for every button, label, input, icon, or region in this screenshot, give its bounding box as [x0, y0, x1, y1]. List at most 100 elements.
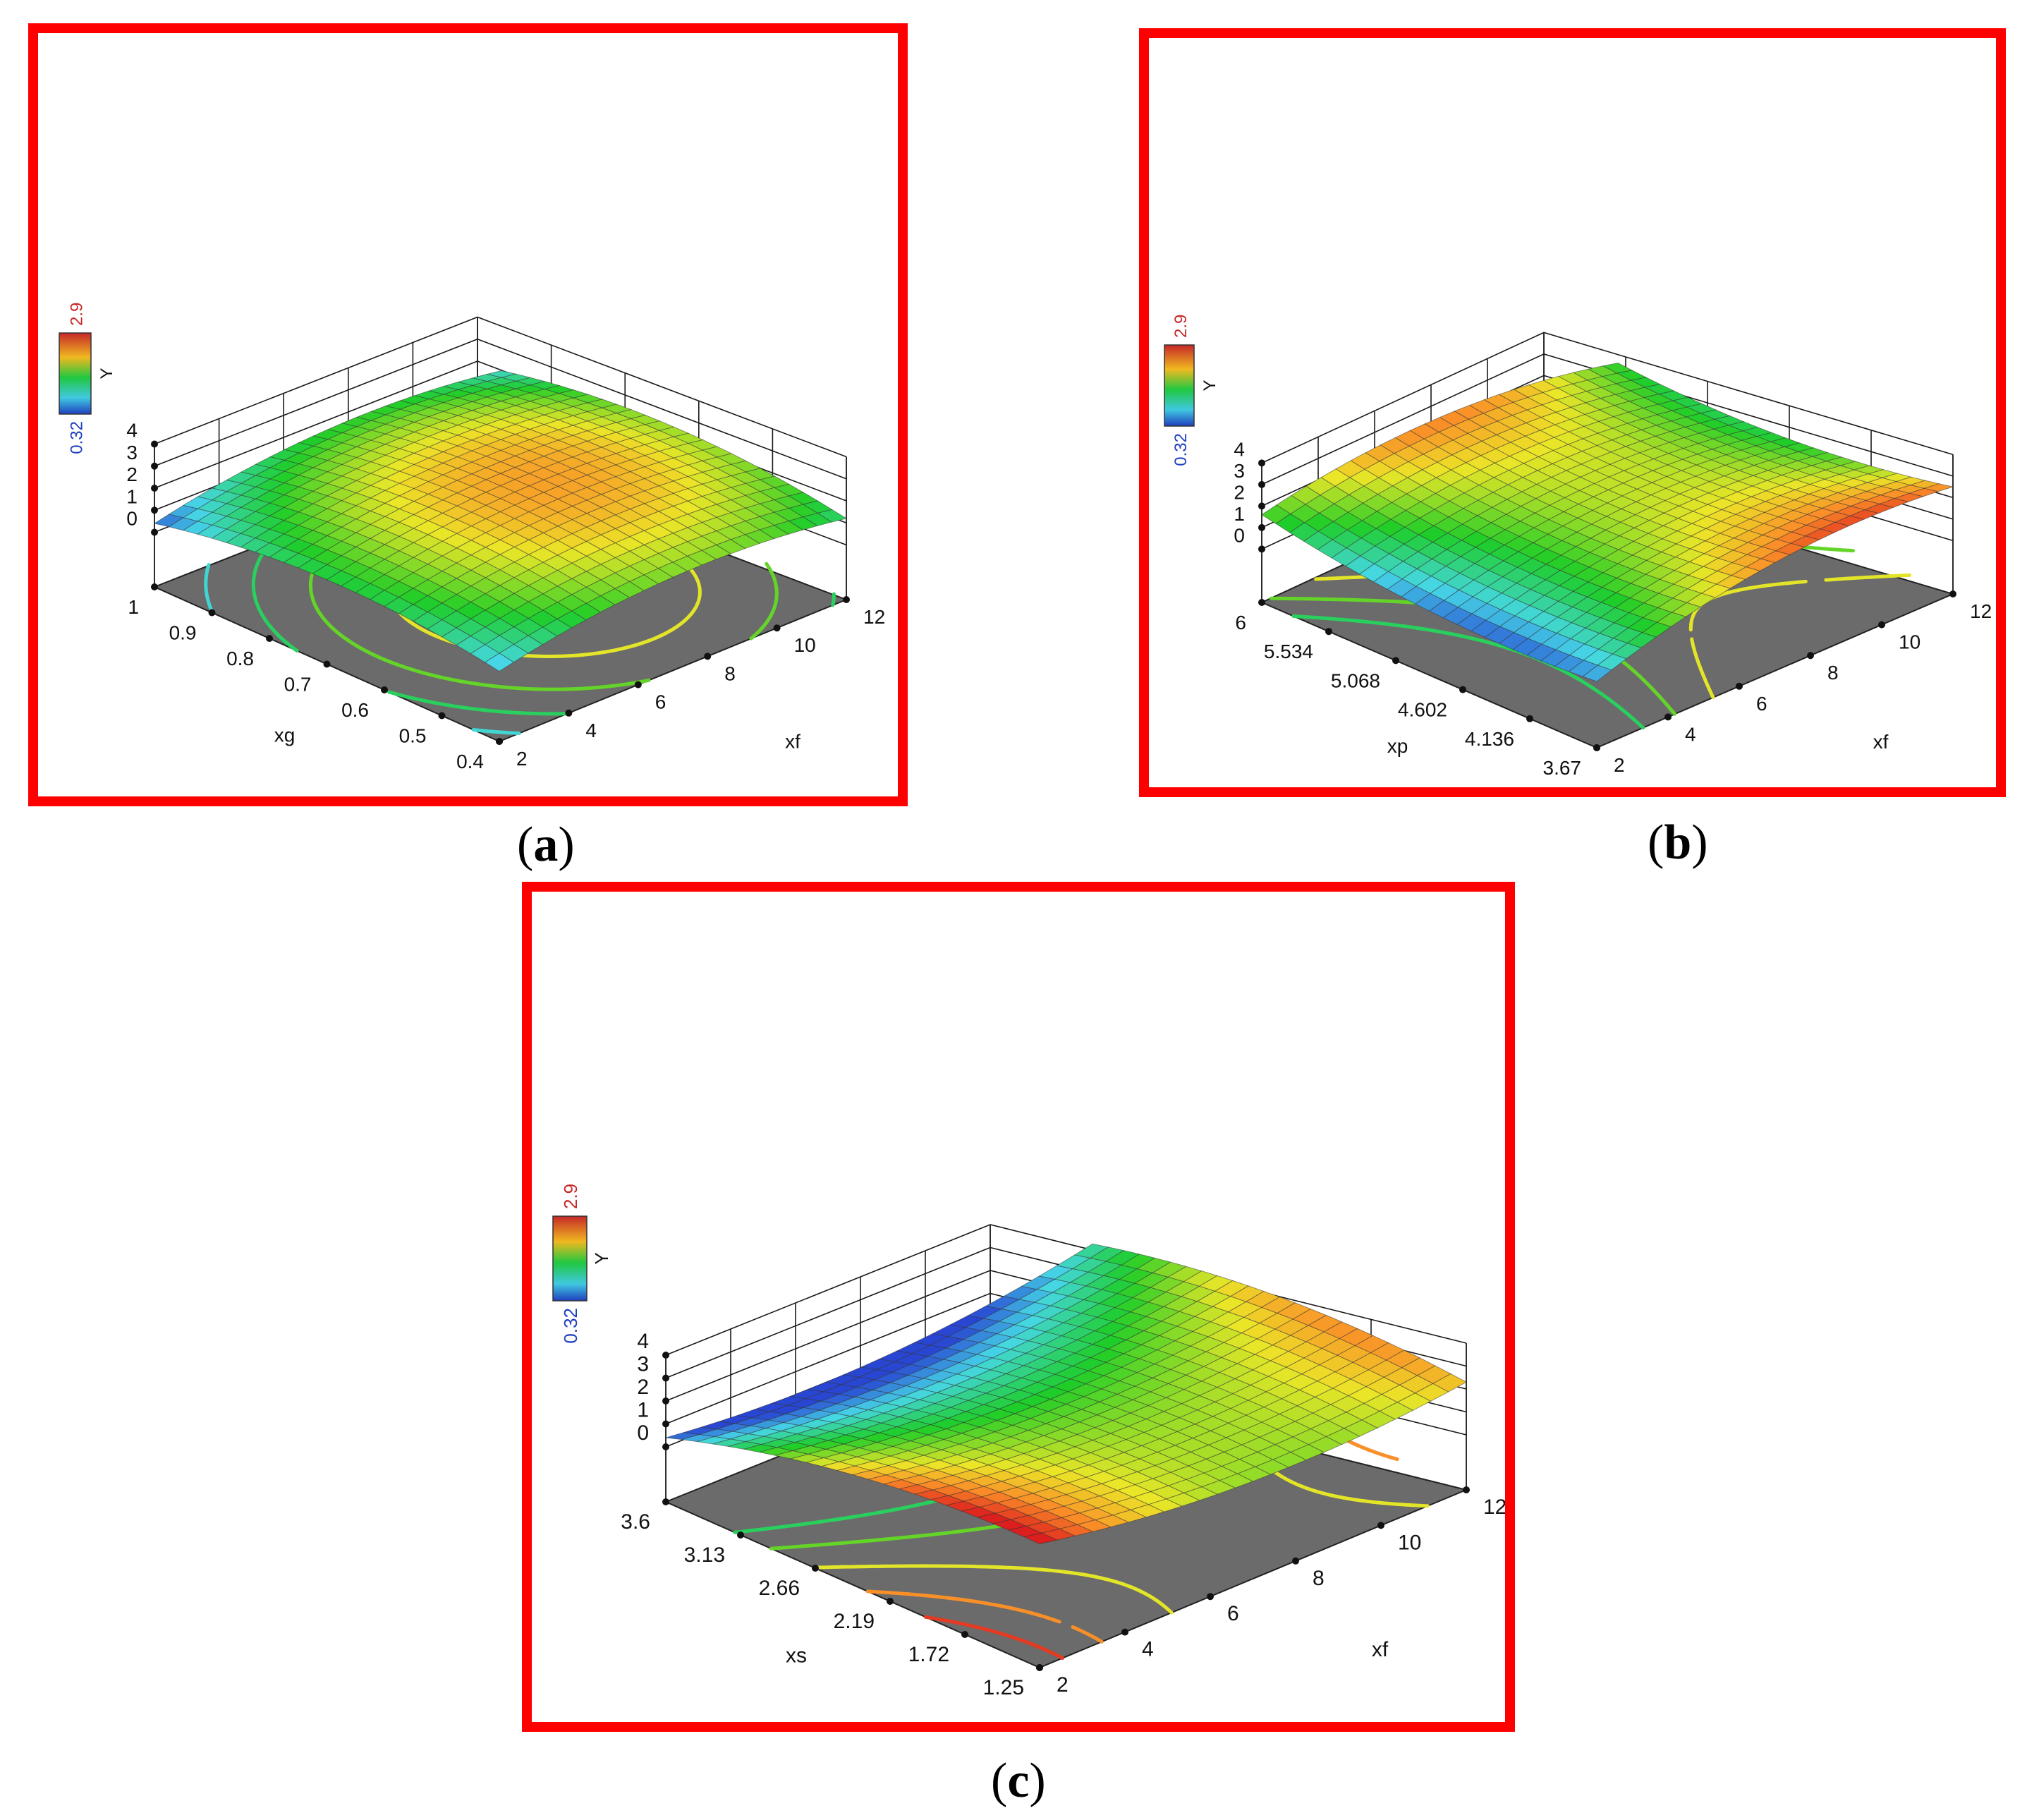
second-tick-mark: [323, 660, 331, 668]
xf-tick-mark: [1878, 621, 1885, 629]
colorbar-min-label: 0.32: [68, 421, 87, 454]
second-tick-label: 1: [128, 596, 139, 618]
colorbar-title: Y: [1200, 380, 1219, 391]
xf-tick-mark: [1377, 1522, 1384, 1529]
colorbar: 2.9 0.32 Y: [1164, 315, 1219, 466]
second-tick-label: 2.66: [759, 1577, 800, 1600]
second-tick-label: 1.25: [983, 1676, 1024, 1699]
xf-tick-label: 8: [724, 662, 736, 684]
z-tick-mark: [151, 528, 158, 536]
second-tick-label: 0.5: [399, 725, 427, 747]
xf-tick-label: 8: [1313, 1567, 1325, 1590]
colorbar-gradient: [59, 332, 92, 415]
second-tick-label: 2.19: [834, 1610, 875, 1633]
surface: [153, 370, 848, 672]
xf-tick-mark: [1292, 1557, 1299, 1565]
z-tick-label: 0: [637, 1421, 649, 1445]
colorbar-title: Y: [97, 368, 116, 379]
xf-tick-label: 12: [863, 606, 885, 628]
second-axis-label: xg: [274, 724, 296, 746]
xf-tick-mark: [843, 596, 850, 603]
z-tick-label: 3: [126, 442, 138, 463]
xf-tick-label: 2: [516, 748, 528, 770]
second-tick-mark: [961, 1631, 968, 1638]
second-tick-label: 3.13: [684, 1543, 725, 1567]
surface-cell: [1602, 363, 1633, 374]
second-tick-mark: [1526, 715, 1533, 722]
z-tick-label: 3: [1234, 460, 1245, 482]
second-tick-label: 0.9: [169, 622, 197, 644]
second-tick-label: 6: [1235, 612, 1246, 633]
z-tick-mark: [1258, 545, 1265, 553]
second-tick-mark: [1325, 628, 1332, 636]
colorbar: 2.9 0.32 Y: [552, 1184, 612, 1344]
z-tick-mark: [151, 506, 158, 514]
z-tick-mark: [1258, 523, 1265, 531]
z-tick-label: 1: [1234, 503, 1245, 525]
chart-panel-a: 0 1 2 3 4 1 0.9 0.8 0.7 0.6 0.5 0.4 2 4 6 8 10 12 xg xf 2.9 0…: [28, 23, 908, 806]
xf-tick-mark: [496, 738, 503, 745]
caption-b: (b): [1648, 815, 1708, 870]
z-tick-mark: [1258, 480, 1265, 488]
colorbar-max-label: 2.9: [1171, 315, 1191, 338]
z-tick-label: 0: [1234, 524, 1245, 546]
second-tick-mark: [1459, 686, 1466, 693]
second-tick-mark: [151, 583, 158, 590]
xf-tick-label: 8: [1827, 662, 1839, 684]
z-tick-mark: [1258, 459, 1265, 467]
second-tick-label: 1.72: [908, 1643, 949, 1666]
xf-tick-label: 4: [1685, 723, 1696, 745]
colorbar-title: Y: [591, 1252, 612, 1264]
z-tick-label: 2: [637, 1376, 649, 1399]
second-tick-mark: [812, 1565, 819, 1572]
second-tick-label: 4.602: [1398, 699, 1447, 721]
second-tick-mark: [662, 1498, 669, 1505]
caption-a: (a): [517, 818, 575, 872]
surface-cell: [487, 370, 516, 378]
xf-axis-label: xf: [1372, 1638, 1389, 1661]
second-tick-mark: [1392, 657, 1399, 665]
xf-tick-label: 6: [655, 691, 666, 713]
caption-letter-c: c: [1007, 1754, 1030, 1808]
xf-tick-label: 10: [1398, 1531, 1421, 1554]
xf-tick-label: 12: [1970, 600, 1992, 622]
second-axis-label: xs: [786, 1644, 807, 1668]
z-tick-mark: [662, 1352, 669, 1359]
second-tick-mark: [887, 1598, 894, 1605]
xf-tick-label: 6: [1227, 1602, 1239, 1625]
second-tick-label: 5.534: [1264, 641, 1313, 662]
second-tick-mark: [208, 609, 216, 617]
z-tick-mark: [662, 1443, 669, 1450]
caption-letter-a: a: [533, 818, 559, 872]
colorbar-max-label: 2.9: [560, 1184, 581, 1209]
second-tick-mark: [1258, 599, 1265, 606]
z-tick-label: 2: [126, 463, 138, 485]
xf-tick-mark: [1207, 1593, 1214, 1601]
surface-cell: [1073, 1243, 1109, 1258]
z-tick-label: 2: [1234, 481, 1245, 503]
second-tick-label: 0.4: [456, 751, 484, 772]
z-tick-mark: [151, 485, 158, 492]
z-tick-mark: [1258, 502, 1265, 510]
colorbar: 2.9 0.32 Y: [59, 303, 116, 454]
xf-tick-mark: [1664, 713, 1672, 721]
second-tick-mark: [438, 712, 446, 720]
second-tick-mark: [381, 686, 388, 693]
xf-tick-label: 6: [1756, 693, 1767, 715]
xf-tick-mark: [773, 624, 781, 632]
xf-tick-mark: [565, 709, 573, 717]
z-tick-label: 0: [126, 508, 138, 530]
second-tick-label: 3.6: [621, 1510, 650, 1534]
second-tick-mark: [266, 635, 273, 642]
z-tick-mark: [662, 1420, 669, 1428]
second-tick-mark: [737, 1531, 744, 1539]
z-tick-mark: [151, 440, 158, 448]
z-tick-label: 3: [637, 1353, 649, 1376]
xf-tick-mark: [1121, 1628, 1128, 1636]
chart-panel-c: 0 1 2 3 4 3.6 3.13 2.66 2.19 1.72 1.25 2 4 6 8 10 12 xs xf…: [522, 882, 1515, 1732]
